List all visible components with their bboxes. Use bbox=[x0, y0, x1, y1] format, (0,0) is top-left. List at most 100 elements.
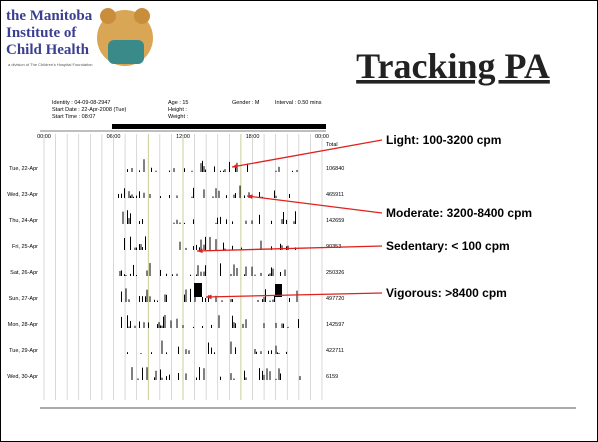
activity-trace bbox=[142, 219, 143, 224]
activity-trace bbox=[205, 297, 206, 302]
arrow bbox=[246, 195, 383, 214]
activity-trace bbox=[286, 219, 287, 224]
activity-trace bbox=[275, 170, 277, 172]
activity-trace bbox=[233, 264, 235, 276]
activity-trace bbox=[269, 273, 271, 276]
activity-trace bbox=[245, 377, 247, 380]
time-label: 00:00 bbox=[315, 134, 329, 140]
day-label: Fri, 25-Apr bbox=[12, 244, 38, 250]
activity-trace bbox=[139, 244, 140, 250]
activity-trace bbox=[254, 348, 256, 354]
info: Height : bbox=[168, 107, 187, 113]
activity-trace bbox=[259, 368, 260, 380]
activity-trace bbox=[224, 169, 226, 172]
activity-trace bbox=[200, 271, 202, 276]
day-label: Sun, 27-Apr bbox=[9, 296, 39, 302]
activity-trace bbox=[199, 367, 200, 380]
activity-trace bbox=[127, 315, 128, 328]
activity-trace bbox=[127, 210, 128, 224]
activity-trace bbox=[118, 193, 119, 198]
activity-trace bbox=[170, 320, 172, 328]
activity-trace bbox=[260, 272, 262, 276]
activity-trace bbox=[193, 187, 194, 198]
activity-trace bbox=[139, 321, 140, 328]
activity-trace bbox=[176, 195, 178, 198]
activity-trace bbox=[220, 376, 221, 380]
activity-trace bbox=[203, 368, 205, 380]
annotation: Moderate: 3200-8400 cpm bbox=[386, 206, 532, 220]
activity-trace bbox=[283, 323, 284, 328]
activity-trace bbox=[154, 377, 155, 380]
activity-trace bbox=[161, 340, 163, 354]
activity-trace bbox=[127, 169, 128, 172]
activity-trace bbox=[226, 195, 227, 198]
activity-trace bbox=[133, 196, 134, 198]
activity-trace bbox=[275, 345, 277, 354]
activity-trace bbox=[262, 370, 263, 380]
activity-trace bbox=[224, 248, 226, 250]
activity-trace bbox=[139, 295, 140, 302]
activity-trace bbox=[268, 350, 269, 354]
activity-trace bbox=[217, 217, 218, 224]
activity-trace bbox=[178, 346, 179, 354]
activity-trace bbox=[196, 244, 197, 250]
activity-trace bbox=[161, 377, 163, 380]
day-label: Wed, 30-Apr bbox=[7, 374, 38, 380]
bear-ear bbox=[100, 8, 116, 24]
activity-trace bbox=[142, 247, 143, 250]
activity-trace bbox=[296, 169, 298, 172]
activity-trace bbox=[233, 322, 235, 328]
activity-trace bbox=[184, 168, 185, 172]
activity-trace bbox=[232, 315, 233, 328]
activity-trace bbox=[205, 236, 206, 250]
activity-trace bbox=[121, 316, 122, 328]
activity-trace bbox=[215, 188, 217, 198]
row-total: 465911 bbox=[326, 192, 344, 198]
activity-trace bbox=[295, 211, 296, 224]
activity-trace bbox=[239, 185, 241, 198]
activity-trace bbox=[188, 350, 190, 354]
logo: the Manitoba Institute of Child Health a… bbox=[6, 8, 153, 67]
activity-trace bbox=[145, 236, 146, 250]
row-total: 250326 bbox=[326, 270, 344, 276]
activity-trace bbox=[184, 294, 185, 302]
activity-trace bbox=[271, 246, 272, 250]
info: Start Time : 08:07 bbox=[52, 114, 95, 120]
activity-trace bbox=[173, 168, 175, 172]
activity-trace bbox=[211, 347, 212, 354]
activity-trace bbox=[179, 241, 181, 250]
row-total: 497720 bbox=[326, 296, 344, 302]
activity-trace bbox=[202, 326, 203, 328]
activity-trace bbox=[245, 266, 247, 276]
activity-trace bbox=[203, 271, 205, 276]
activity-trace bbox=[146, 367, 148, 380]
activity-trace bbox=[281, 245, 283, 250]
activity-trace bbox=[259, 214, 260, 224]
activity-trace bbox=[299, 376, 301, 380]
activity-trace bbox=[205, 265, 206, 276]
activity-trace bbox=[218, 190, 220, 198]
activity-trace bbox=[157, 300, 158, 302]
activity-trace bbox=[274, 295, 275, 302]
info: Age : 15 bbox=[168, 100, 189, 106]
activity-trace bbox=[272, 299, 274, 302]
activity-trace bbox=[146, 289, 148, 302]
activity-trace bbox=[149, 263, 151, 276]
activity-trace bbox=[245, 319, 247, 328]
activity-trace bbox=[202, 160, 203, 172]
recording-bar bbox=[112, 124, 326, 129]
activity-trace bbox=[214, 166, 215, 172]
activity-trace bbox=[137, 378, 139, 380]
activity-trace bbox=[163, 316, 164, 328]
activity-trace bbox=[145, 296, 146, 302]
activity-trace bbox=[260, 240, 262, 250]
activity-trace bbox=[131, 194, 133, 198]
activity-trace bbox=[139, 221, 140, 224]
activity-trace bbox=[128, 326, 130, 328]
activity-trace bbox=[166, 273, 167, 276]
actogram: Identity : 04-09-08-2947 Start Date : 22… bbox=[40, 100, 326, 132]
activity-trace bbox=[142, 367, 143, 380]
time-label: 18:00 bbox=[246, 134, 260, 140]
activity-trace bbox=[296, 290, 298, 302]
arrow bbox=[205, 292, 383, 298]
